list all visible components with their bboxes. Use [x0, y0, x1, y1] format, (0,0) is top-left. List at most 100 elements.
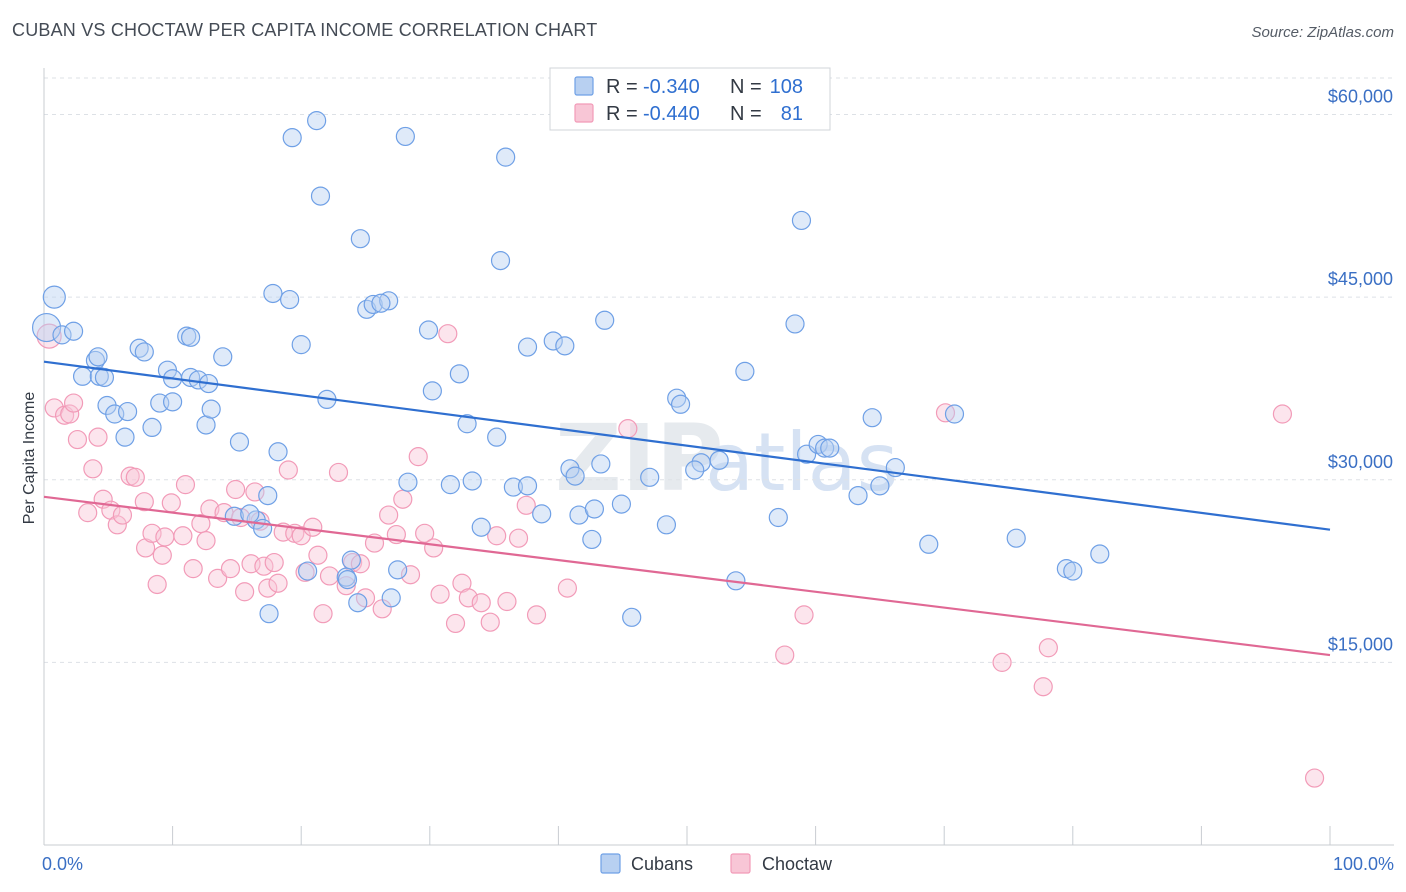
point-cubans — [115, 427, 135, 447]
point-choctaw — [60, 404, 80, 424]
point-cubans — [457, 414, 477, 434]
point-cubans — [517, 476, 538, 496]
point-cubans — [307, 111, 327, 131]
point-cubans — [52, 325, 72, 345]
point-choctaw — [1272, 404, 1293, 424]
point-cubans — [640, 467, 660, 487]
point-cubans — [422, 381, 442, 401]
point-cubans — [685, 460, 705, 480]
point-cubans — [348, 593, 368, 613]
point-cubans — [337, 569, 358, 590]
point-cubans — [88, 347, 108, 367]
y-tick-label: $45,000 — [1328, 269, 1393, 289]
point-choctaw — [220, 559, 241, 579]
point-cubans — [487, 427, 507, 447]
point-cubans — [341, 550, 361, 570]
point-choctaw — [83, 459, 103, 479]
point-cubans — [63, 321, 84, 341]
stats-legend: R = -0.340 N = 108 R = -0.440 N = 81 — [549, 67, 831, 131]
point-choctaw — [313, 604, 333, 624]
point-choctaw — [112, 505, 133, 525]
point-cubans — [388, 560, 408, 580]
point-cubans — [291, 335, 311, 355]
point-cubans — [611, 494, 632, 514]
legend-r-value-choctaw: -0.440 — [643, 103, 700, 125]
point-choctaw — [400, 565, 421, 585]
point-choctaw — [173, 526, 193, 546]
point-choctaw — [480, 612, 500, 632]
watermark-zip: ZIP — [555, 405, 723, 512]
point-choctaw — [183, 559, 203, 579]
point-choctaw — [226, 479, 246, 500]
point-cubans — [350, 229, 370, 249]
y-tick-label: $60,000 — [1328, 87, 1393, 107]
series-choctaw-points — [36, 323, 1325, 788]
point-cubans — [808, 434, 828, 455]
point-cubans — [395, 126, 415, 147]
point-cubans — [381, 588, 401, 608]
point-cubans — [584, 499, 605, 519]
point-choctaw — [125, 467, 145, 487]
point-cubans — [735, 361, 755, 382]
point-choctaw — [36, 323, 62, 349]
point-choctaw — [258, 578, 278, 598]
point-cubans — [656, 515, 677, 535]
point-cubans — [532, 504, 552, 524]
point-cubans — [870, 476, 890, 496]
point-choctaw — [992, 652, 1012, 672]
point-cubans — [280, 289, 300, 310]
point-cubans — [201, 399, 221, 419]
trend-line-choctaw — [43, 495, 1331, 657]
point-cubans — [555, 336, 575, 356]
point-cubans — [919, 534, 939, 554]
gridlines — [44, 77, 1394, 663]
point-cubans — [591, 454, 611, 474]
point-choctaw — [161, 493, 181, 513]
point-choctaw — [508, 528, 529, 548]
point-cubans — [134, 342, 154, 362]
point-cubans — [709, 450, 729, 470]
point-cubans — [565, 466, 585, 486]
point-choctaw — [557, 578, 578, 598]
point-choctaw — [152, 545, 172, 565]
point-cubans — [496, 147, 516, 167]
point-choctaw — [319, 566, 340, 586]
axes — [43, 68, 1394, 846]
point-choctaw — [775, 645, 795, 665]
point-choctaw — [196, 531, 216, 551]
point-cubans — [379, 291, 399, 311]
watermark-atlas: atlas — [705, 416, 898, 509]
legend-bottom-swatch-cubans — [600, 853, 621, 874]
point-cubans — [503, 477, 523, 497]
legend-n-value-choctaw: 81 — [781, 103, 803, 125]
legend-r-value-cubans: -0.340 — [643, 76, 700, 98]
legend-r-label-cubans: R = — [606, 76, 638, 98]
point-choctaw — [526, 605, 547, 625]
point-cubans — [449, 364, 469, 384]
x-tick-label: 0.0% — [42, 854, 83, 874]
point-choctaw — [458, 588, 478, 608]
point-cubans — [418, 320, 439, 340]
point-cubans — [117, 401, 138, 422]
point-choctaw — [208, 568, 228, 588]
legend-n-label-choctaw: N = — [730, 103, 762, 125]
point-cubans — [820, 438, 840, 458]
point-cubans — [181, 327, 201, 347]
point-cubans — [462, 471, 482, 491]
point-choctaw — [393, 489, 413, 509]
point-cubans — [213, 347, 233, 367]
point-cubans — [268, 442, 288, 462]
point-cubans — [517, 337, 538, 357]
point-cubans — [1090, 544, 1110, 564]
y-tick-labels: $15,000 $30,000 $45,000 $60,000 — [1328, 87, 1393, 655]
point-cubans — [298, 561, 318, 581]
point-cubans — [471, 517, 491, 537]
point-choctaw — [408, 447, 428, 467]
point-cubans — [259, 604, 279, 624]
point-choctaw — [794, 605, 814, 625]
point-cubans — [622, 607, 642, 627]
point-cubans — [72, 366, 93, 386]
point-choctaw — [430, 584, 450, 604]
point-cubans — [490, 251, 511, 271]
point-choctaw — [264, 552, 284, 573]
